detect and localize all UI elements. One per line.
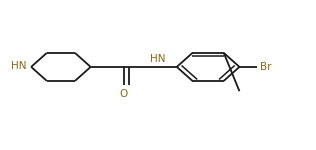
Text: HN: HN: [150, 54, 166, 64]
Text: Br: Br: [260, 62, 271, 72]
Text: HN: HN: [11, 61, 27, 71]
Text: O: O: [119, 89, 128, 99]
